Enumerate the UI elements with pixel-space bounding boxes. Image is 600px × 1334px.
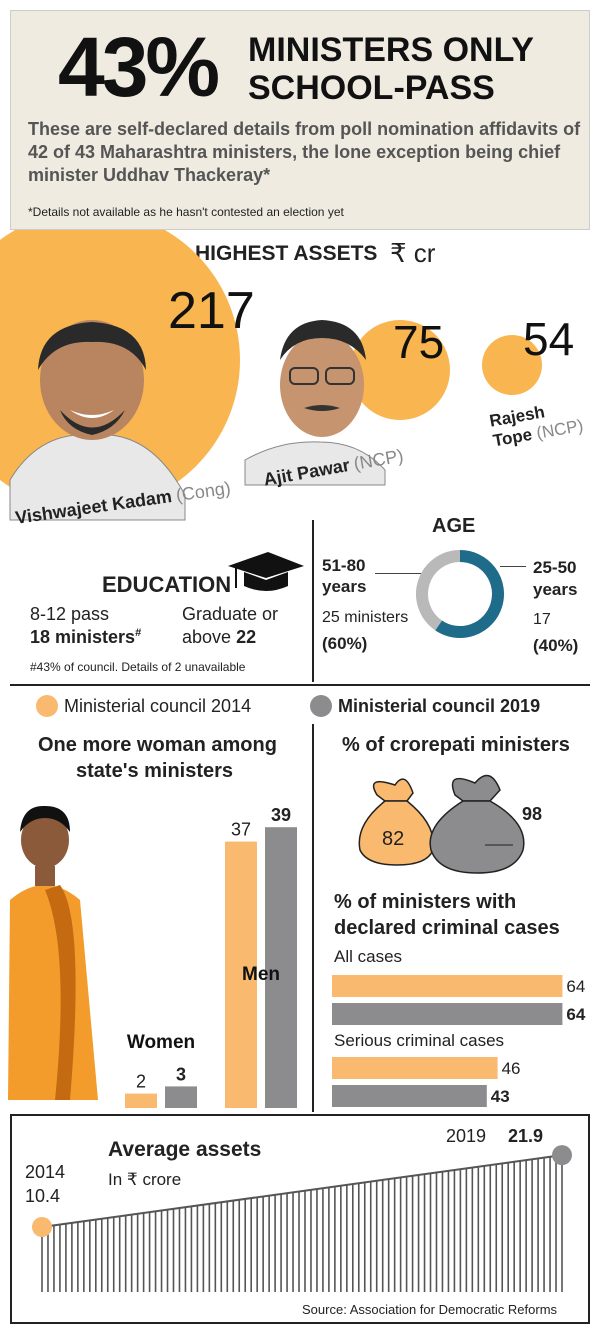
source-note: Source: Association for Democratic Refor… (302, 1302, 558, 1317)
gender-bar-chart: 2 3 Women 37 39 Men (125, 805, 297, 1108)
bag-2019 (429, 774, 525, 874)
age-old-pct: (60%) (322, 634, 368, 653)
age-young-count: 17 (533, 611, 551, 628)
gender-bar-men-0 (225, 841, 257, 1108)
criminal-title-1: % of ministers with (334, 891, 517, 913)
age-leader-right (500, 566, 526, 567)
donut-slice-0 (435, 550, 504, 638)
age-donut (416, 550, 504, 638)
divider-avg (10, 1114, 590, 1116)
header-panel (10, 10, 590, 230)
crim-value-0-0: 64 (566, 977, 585, 996)
avg-end-year: 2019 (446, 1126, 487, 1146)
age-old-count: 25 ministers (322, 609, 409, 626)
avg-border-right (588, 1114, 590, 1324)
gender-category-men: Men (242, 964, 280, 985)
edu-right-value-wrap: above 22 (182, 627, 256, 648)
edu-left-sup: # (135, 627, 142, 639)
avg-point-2019 (552, 1145, 572, 1166)
money-bags (358, 774, 525, 874)
portrait-kadam (9, 320, 186, 521)
age-young-label1: 25-50 (533, 558, 577, 577)
age-leader-left (375, 573, 421, 574)
headline-line2: SCHOOL-PASS (248, 69, 495, 107)
crim-bar-0-1 (332, 1003, 563, 1025)
divider-legend (10, 684, 590, 686)
woman-illustration (8, 805, 98, 1100)
donut-slice-1 (416, 550, 461, 631)
criminal-title-2: declared criminal cases (334, 917, 560, 939)
crim-bar-1-0 (332, 1057, 498, 1079)
header-subtitle: These are self-declared details from pol… (28, 119, 581, 185)
avg-trend-line (41, 1154, 563, 1228)
edu-left-value: 18 ministers (30, 627, 136, 647)
assets-bubbles: 217 75 54 (0, 230, 574, 521)
headline-percent: 43% (58, 20, 220, 114)
graduation-cap-icon (228, 552, 304, 591)
crim-value-1-0: 46 (502, 1059, 521, 1078)
divider-mid (312, 724, 314, 1112)
edu-right-value: 22 (236, 627, 257, 647)
avg-unit: In ₹ crore (108, 1170, 182, 1189)
header-footnote: *Details not available as he hasn't cont… (28, 205, 344, 219)
value-tope: 54 (523, 313, 574, 365)
criminal-bar-chart: 64 64 46 43 (332, 975, 586, 1107)
edu-right-label2: above (182, 627, 232, 647)
avg-point-2014 (32, 1217, 52, 1237)
bubble-tope (482, 335, 542, 395)
avg-title: Average assets (108, 1138, 262, 1161)
gender-category-women: Women (127, 1032, 195, 1053)
edu-left-value-wrap: 18 ministers# (30, 627, 141, 648)
gender-bar-men-1 (265, 827, 297, 1108)
assets-title: HIGHEST ASSETS (195, 242, 378, 265)
crim-bar-0-0 (332, 975, 563, 997)
gender-bar-women-0 (125, 1093, 157, 1108)
crim-value-1-1: 43 (491, 1087, 510, 1106)
education-title: EDUCATION (102, 572, 232, 597)
edu-left-label: 8-12 pass (30, 604, 110, 624)
gender-bar-women-1 (165, 1086, 197, 1108)
portrait-pawar (244, 320, 386, 486)
age-old-label2: years (322, 577, 367, 596)
women-title-2: state's ministers (76, 760, 234, 782)
headline-line1: MINISTERS ONLY (248, 31, 534, 69)
avg-start-value: 10.4 (25, 1186, 61, 1206)
avg-start-year: 2014 (25, 1162, 66, 1182)
gender-value-women-1: 3 (176, 1064, 186, 1084)
legend-2014-label: Ministerial council 2014 (64, 696, 252, 716)
crim-bar-1-1 (332, 1085, 487, 1107)
value-pawar: 75 (393, 316, 444, 368)
crorepati-title: % of crorepati ministers (342, 734, 570, 756)
crim-value-0-1: 64 (566, 1005, 585, 1024)
bubble-pawar (350, 320, 450, 420)
criminal-serious-label: Serious criminal cases (334, 1031, 505, 1050)
divider-age (312, 520, 314, 682)
legend-2014-swatch (36, 695, 58, 717)
edu-right-label: Graduate or (182, 604, 279, 624)
avg-end-value: 21.9 (508, 1126, 544, 1146)
bag-2014 (358, 778, 435, 866)
criminal-all-label: All cases (334, 947, 403, 966)
legend-2019-label: Ministerial council 2019 (338, 696, 541, 716)
age-young-pct: (40%) (533, 636, 579, 655)
gender-value-men-0: 37 (231, 820, 251, 840)
gender-value-men-1: 39 (271, 805, 291, 825)
assets-unit: ₹ cr (390, 238, 436, 268)
avg-assets-chart (32, 1145, 572, 1292)
age-old-label1: 51-80 (322, 556, 366, 575)
legend-2019-swatch (310, 695, 332, 717)
value-kadam: 217 (168, 282, 255, 340)
avg-border-bottom (10, 1322, 590, 1324)
crorepati-2014-value: 82 (382, 828, 405, 850)
gender-value-women-0: 2 (136, 1072, 146, 1092)
avg-border-left (10, 1114, 12, 1324)
crorepati-2019-value: 98 (522, 804, 543, 824)
age-young-label2: years (533, 580, 578, 599)
edu-footnote: #43% of council. Details of 2 unavailabl… (30, 660, 246, 674)
women-title-1: One more woman among (38, 734, 277, 756)
age-title: AGE (432, 515, 476, 537)
